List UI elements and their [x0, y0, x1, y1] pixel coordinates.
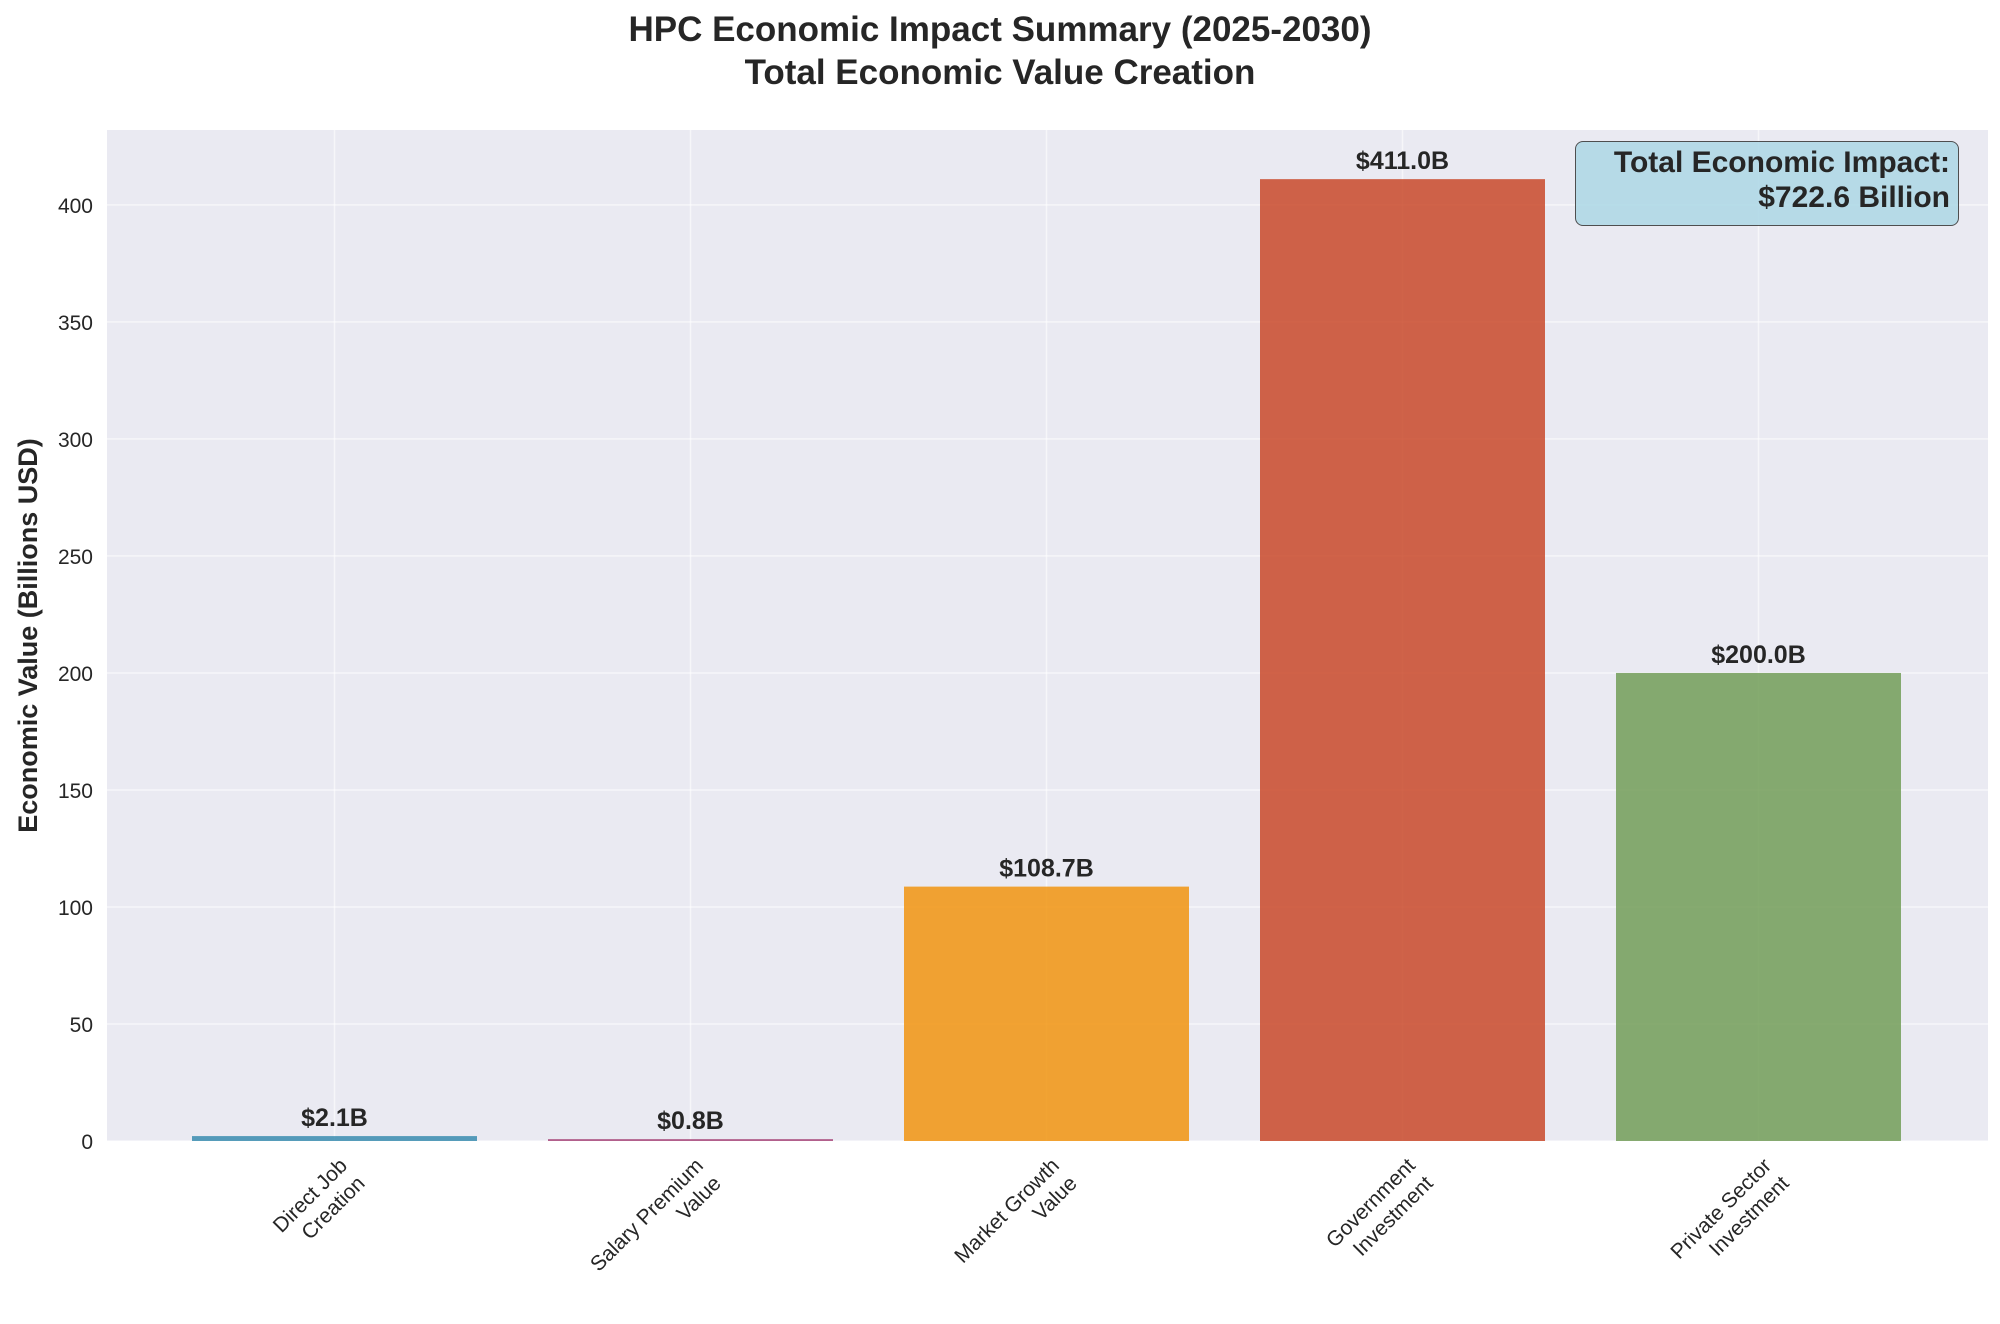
y-tick-label-0: 0 [81, 1131, 93, 1154]
y-tick-label-5: 250 [58, 546, 93, 569]
bar-4 [1616, 672, 1901, 1141]
bar-3 [1260, 179, 1545, 1142]
y-tick-labels: 0 50 100 150 200 250 300 350 400 [58, 195, 93, 1154]
value-label-3: $411.0B [1356, 147, 1449, 175]
y-tick-label-4: 200 [58, 663, 93, 686]
chart-title-line-2: Total Economic Value Creation [744, 53, 1256, 92]
chart-title-line-1: HPC Economic Impact Summary (2025-2030) [628, 10, 1372, 49]
total-impact-annotation: Total Economic Impact: $722.6 Billion [1575, 145, 1950, 215]
x-tick-labels: Direct JobCreation Salary PremiumValue Mar… [269, 1154, 1794, 1294]
y-tick-label-1: 50 [70, 1014, 93, 1037]
x-tick-label-3: GovernmentInvestment [1322, 1154, 1438, 1270]
value-label-1: $0.8B [657, 1107, 724, 1135]
bar-2 [904, 886, 1189, 1141]
x-tick-label-2: Market GrowthValue [950, 1154, 1081, 1285]
y-tick-label-3: 150 [58, 780, 93, 803]
y-axis-label: Economic Value (Billions USD) [13, 438, 43, 833]
value-label-2: $108.7B [999, 855, 1094, 883]
total-impact-label: Total Economic Impact: [1613, 146, 1950, 179]
x-tick-label-1: Salary PremiumValue [586, 1154, 726, 1294]
x-tick-label-4: Private SectorInvestment [1666, 1154, 1793, 1281]
bar-0 [192, 1136, 477, 1141]
total-impact-box [1575, 141, 1959, 226]
y-tick-label-7: 350 [58, 312, 93, 335]
bars [192, 179, 1901, 1142]
y-tick-label-2: 100 [58, 897, 93, 920]
y-tick-label-8: 400 [58, 195, 93, 218]
chart-title: HPC Economic Impact Summary (2025-2030) … [0, 8, 2000, 94]
x-tick-label-0: Direct JobCreation [269, 1154, 370, 1255]
value-labels: $2.1B $0.8B $108.7B $411.0B $200.0B [301, 147, 1806, 1135]
y-tick-label-6: 300 [58, 429, 93, 452]
value-label-0: $2.1B [301, 1104, 368, 1132]
bar-1 [548, 1139, 833, 1141]
total-impact-value: $722.6 Billion [1758, 181, 1950, 214]
value-label-4: $200.0B [1711, 641, 1806, 669]
